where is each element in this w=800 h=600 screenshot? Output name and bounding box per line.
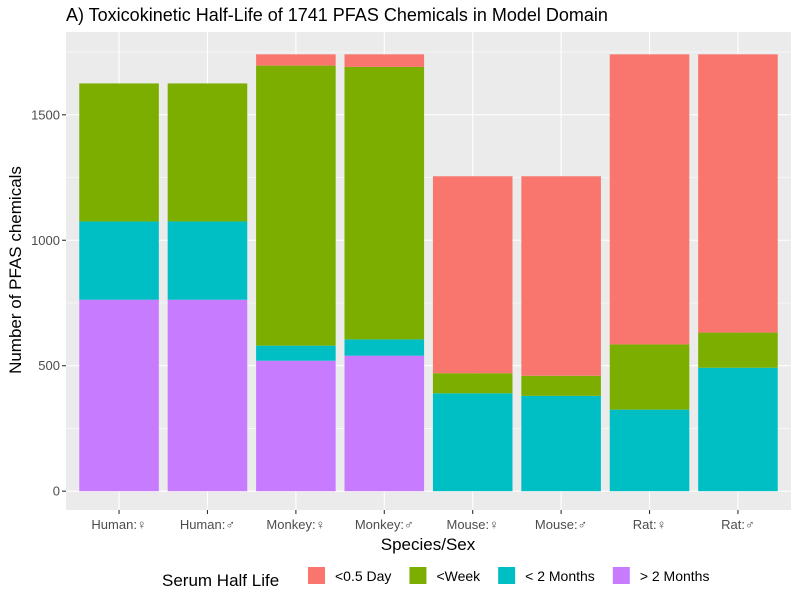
bar-segment	[698, 332, 778, 368]
bar-segment	[609, 344, 690, 410]
bar-segment	[344, 54, 425, 67]
bar-segment	[79, 221, 159, 300]
bar-segment	[167, 83, 248, 222]
x-tick-label: Human:♀	[91, 517, 146, 532]
bar-segment	[521, 176, 601, 376]
x-tick-label: Rat:♀	[633, 517, 667, 532]
legend-swatch	[498, 567, 516, 584]
bar-segment	[344, 355, 425, 492]
legend-swatch	[409, 567, 427, 584]
x-tick-label: Mouse:♀	[447, 517, 499, 532]
bar-segment	[698, 367, 778, 492]
y-axis-label: Number of PFAS chemicals	[6, 166, 25, 374]
legend-label: <0.5 Day	[335, 568, 391, 584]
y-tick-label: 0	[53, 484, 60, 499]
legend-title: Serum Half Life	[162, 571, 279, 590]
y-tick-label: 500	[38, 358, 60, 373]
bar-segment	[344, 66, 425, 340]
bar-segment	[432, 176, 513, 374]
bar-segment	[167, 299, 248, 492]
bar-segment	[432, 373, 513, 394]
bar-segment	[698, 54, 778, 333]
bar-segment	[79, 83, 159, 222]
chart-title: A) Toxicokinetic Half-Life of 1741 PFAS …	[66, 5, 608, 25]
y-tick-label: 1000	[31, 233, 60, 248]
legend-swatch	[612, 567, 630, 584]
legend-label: <Week	[436, 568, 481, 584]
bar-segment	[521, 375, 601, 396]
x-tick-label: Human:♂	[180, 517, 235, 532]
bar-segment	[432, 393, 513, 492]
bars	[79, 54, 778, 492]
legend: Serum Half Life <0.5 Day <Week < 2 Months >…	[162, 567, 709, 590]
bar-segment	[256, 345, 336, 361]
x-tick-label: Rat:♂	[721, 517, 755, 532]
bar-segment	[256, 54, 336, 66]
x-tick-label: Monkey:♂	[355, 517, 414, 532]
bar-segment	[256, 360, 336, 492]
bar-segment	[344, 339, 425, 356]
legend-label: > 2 Months	[640, 568, 710, 584]
legend-swatch	[308, 567, 325, 584]
bar-segment	[521, 395, 601, 492]
bar-segment	[609, 54, 690, 345]
bar-segment	[609, 409, 690, 492]
legend-items: <0.5 Day <Week < 2 Months > 2 Months	[308, 567, 709, 584]
bar-segment	[167, 221, 248, 300]
axes: 0 500 1000 1500 Human:♀ Human:♂ Monkey:♀ Monkey…	[31, 107, 755, 532]
y-tick-label: 1500	[31, 107, 60, 122]
x-tick-label: Monkey:♀	[266, 517, 325, 532]
legend-label: < 2 Months	[525, 568, 595, 584]
x-axis-label: Species/Sex	[381, 535, 476, 554]
bar-segment	[256, 65, 336, 346]
bar-segment	[79, 299, 159, 492]
x-tick-label: Mouse:♂	[535, 517, 587, 532]
